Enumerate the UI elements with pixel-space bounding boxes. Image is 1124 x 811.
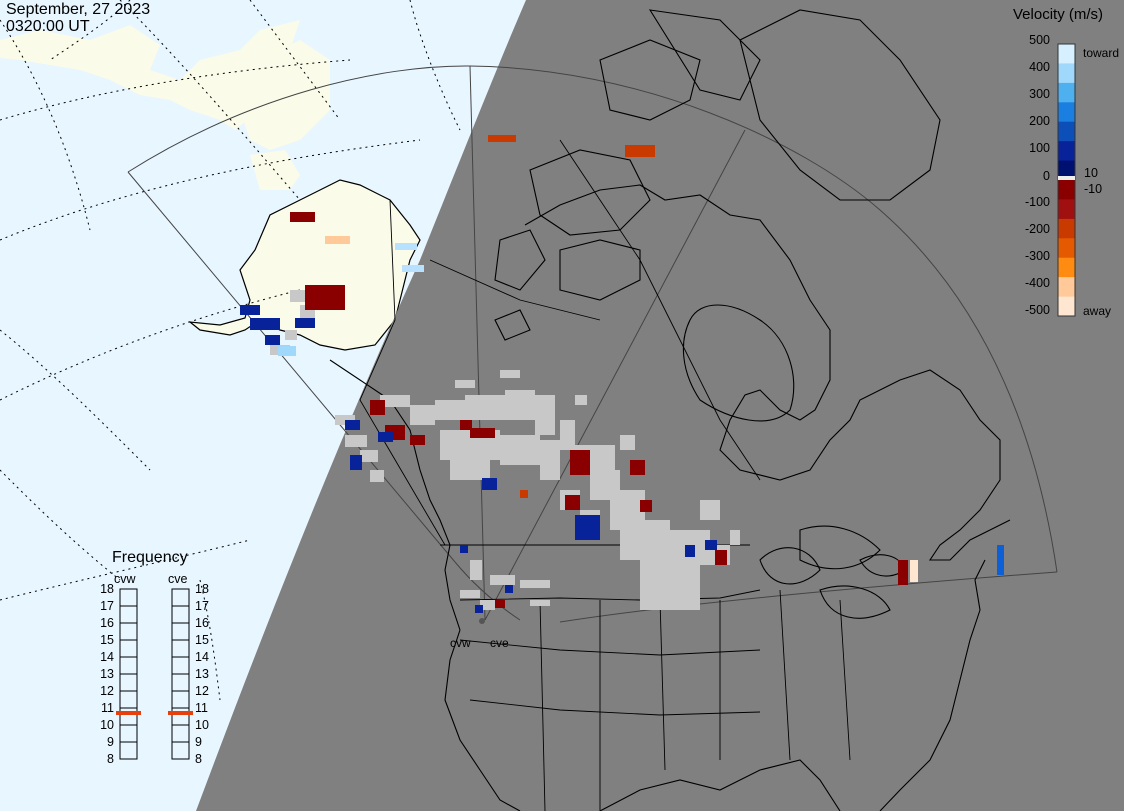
land-alaska-north-day — [250, 150, 300, 190]
time-label: 0320:00 UT — [6, 18, 90, 35]
frequency-scale-label: 10 — [195, 718, 209, 732]
velocity-colorbar: 500400300200100100-10-100-200-300-400-50… — [1025, 33, 1119, 318]
frequency-scale-label: 17 — [195, 599, 209, 613]
colorbar-swatch — [1058, 121, 1075, 142]
colorbar-swatch — [1058, 160, 1075, 181]
frequency-scale-label: 8 — [107, 752, 114, 766]
coastlines — [329, 9, 1011, 811]
colorbar-swatch — [1058, 63, 1075, 84]
velocity-cells — [240, 135, 1004, 613]
colorbar-swatch — [1058, 44, 1075, 64]
colorbar-tick-label: 100 — [1029, 141, 1050, 155]
colorbar-tick-label: 400 — [1029, 60, 1050, 74]
colorbar-tick-label: 200 — [1029, 114, 1050, 128]
frequency-scale-label: 14 — [100, 650, 114, 664]
frequency-scale-label: 18 — [195, 582, 209, 596]
colorbar-toward-label: toward — [1083, 46, 1119, 60]
colorbar-swatch — [1058, 141, 1075, 161]
land-alaska — [188, 179, 421, 351]
frequency-radar-label: cve — [168, 572, 188, 586]
frequency-scale-label: 11 — [101, 701, 114, 715]
frequency-scale-label: 8 — [195, 752, 202, 766]
frequency-box — [119, 741, 138, 760]
frequency-scale-label: 15 — [100, 633, 114, 647]
colorbar-swatch — [1058, 218, 1075, 239]
colorbar-tick-label: -500 — [1025, 303, 1050, 317]
colorbar-swatch — [1058, 102, 1075, 123]
radar-site-marker — [479, 618, 485, 624]
radar-site-label-cvw: cvw — [450, 636, 471, 650]
frequency-scale-label: 13 — [100, 667, 114, 681]
radar-sites: cvw cve — [450, 618, 509, 650]
colorbar-swatch — [1058, 180, 1075, 200]
frequency-scale-label: 9 — [195, 735, 202, 749]
frequency-scale-label: 16 — [100, 616, 114, 630]
colorbar-swatch — [1058, 82, 1075, 103]
colorbar-tick-label: -10 — [1084, 182, 1102, 196]
frequency-box — [171, 741, 190, 760]
frequency-scale-label: 18 — [100, 582, 114, 596]
colorbar-away-label: away — [1083, 304, 1111, 318]
land-siberia — [0, 20, 300, 130]
frequency-marker — [168, 711, 193, 715]
colorbar-title: Velocity (m/s) — [1013, 6, 1104, 23]
colorbar-tick-label: 500 — [1029, 33, 1050, 47]
frequency-scale-label: 17 — [100, 599, 114, 613]
colorbar-swatch — [1058, 277, 1075, 297]
colorbar-tick-label: -300 — [1025, 249, 1050, 263]
frequency-title: Frequency — [112, 549, 188, 566]
graticule — [0, 0, 461, 701]
land-siberia-east — [240, 40, 330, 150]
frequency-scale-label: 12 — [195, 684, 209, 698]
colorbar-tick-label: -200 — [1025, 222, 1050, 236]
frequency-scale-label: 9 — [107, 735, 114, 749]
night-shade — [196, 0, 1124, 811]
colorbar-swatch — [1058, 238, 1075, 259]
colorbar-zero-band — [1058, 176, 1075, 180]
frequency-scale-label: 14 — [195, 650, 209, 664]
frequency-scale-label: 12 — [100, 684, 114, 698]
frequency-panel: cvw18171615141312111098cve18171615141312… — [100, 572, 209, 766]
frequency-radar-label: cvw — [114, 572, 137, 586]
frequency-scale-label: 11 — [195, 701, 208, 715]
colorbar-tick-label: 0 — [1043, 169, 1050, 183]
frequency-scale-label: 16 — [195, 616, 209, 630]
radar-site-label-cve: cve — [490, 636, 509, 650]
colorbar-tick-label: 300 — [1029, 87, 1050, 101]
frequency-scale-label: 15 — [195, 633, 209, 647]
colorbar-tick-label: -400 — [1025, 276, 1050, 290]
frequency-scale-label: 13 — [195, 667, 209, 681]
colorbar-swatch — [1058, 199, 1075, 220]
frequency-scale-label: 10 — [100, 718, 114, 732]
colorbar-swatch — [1058, 296, 1075, 317]
colorbar-swatch — [1058, 257, 1075, 278]
frequency-marker — [116, 711, 141, 715]
date-label: September, 27 2023 — [6, 1, 151, 18]
colorbar-tick-label: 10 — [1084, 166, 1098, 180]
colorbar-tick-label: -100 — [1025, 195, 1050, 209]
